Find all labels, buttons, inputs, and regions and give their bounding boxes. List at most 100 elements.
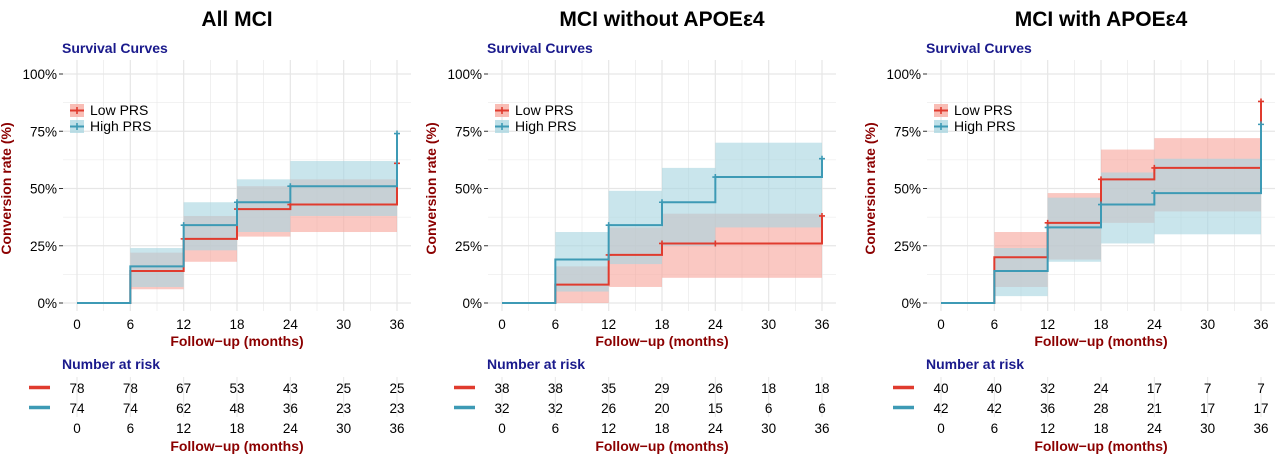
risk-count: 25: [389, 381, 404, 396]
x-tick-label: 36: [814, 317, 829, 332]
risk-count: 78: [123, 381, 138, 396]
y-tick-label: 75%: [455, 124, 482, 139]
x-tick-label: 18: [1093, 317, 1108, 332]
risk-x-tick-label: 36: [1253, 421, 1268, 436]
x-tick-label: 6: [552, 317, 560, 332]
risk-count: 25: [336, 381, 351, 396]
panel-title: MCI with APOEε4: [1015, 8, 1188, 31]
risk-x-tick-label: 30: [761, 421, 776, 436]
risk-x-tick-label: 0: [73, 421, 81, 436]
risk-count: 42: [933, 401, 948, 416]
risk-count: 28: [1093, 401, 1108, 416]
risk-count: 32: [1040, 381, 1055, 396]
confidence-band-segment: [994, 248, 1048, 297]
confidence-band-segment: [1101, 172, 1155, 244]
censor-mark: [659, 199, 665, 206]
risk-x-tick-label: 36: [814, 421, 829, 436]
confidence-band-segment: [1154, 158, 1261, 235]
risk-x-tick-label: 6: [552, 421, 560, 436]
censor-mark: [234, 199, 240, 206]
y-axis-label: Conversion rate (%): [862, 122, 878, 254]
risk-x-tick-label: 6: [991, 421, 999, 436]
legend-label: High PRS: [90, 118, 151, 134]
censor-mark: [1151, 190, 1158, 197]
risk-count: 53: [229, 381, 244, 396]
censor-mark: [1151, 164, 1158, 171]
risk-count: 62: [176, 401, 191, 416]
x-tick-label: 6: [127, 317, 135, 332]
risk-count: 67: [176, 381, 191, 396]
x-tick-label: 6: [991, 317, 999, 332]
risk-count: 35: [601, 381, 616, 396]
risk-count: 78: [69, 381, 84, 396]
panel-title: All MCI: [201, 8, 272, 31]
risk-count: 20: [654, 401, 669, 416]
y-tick-label: 50%: [455, 182, 482, 197]
censor-mark: [1258, 98, 1264, 105]
risk-x-tick-label: 12: [176, 421, 191, 436]
y-tick-label: 0%: [901, 296, 921, 311]
censor-mark: [819, 212, 825, 219]
y-tick-label: 25%: [894, 239, 921, 254]
chart-panel-2: MCI without APOEε4 Survival Curves 0% 25% 50…: [423, 8, 836, 454]
confidence-band-segment: [290, 161, 397, 216]
risk-count: 21: [1147, 401, 1162, 416]
risk-x-tick-label: 24: [1147, 421, 1163, 436]
x-tick-label: 30: [761, 317, 776, 332]
y-tick-label: 100%: [447, 67, 482, 82]
y-tick-label: 0%: [462, 296, 482, 311]
risk-table: Number at risk 40 40 32 24 17 7 7 42 42 36 28 21 17 17…: [893, 356, 1269, 454]
risk-count: 36: [283, 401, 298, 416]
risk-table-title: Number at risk: [62, 356, 160, 372]
risk-count: 26: [601, 401, 616, 416]
risk-count: 24: [1093, 381, 1109, 396]
risk-table: Number at risk 38 38 35 29 26 18 18 32 32 26 20 15 6 6…: [454, 356, 830, 454]
risk-x-tick-label: 18: [1093, 421, 1108, 436]
risk-x-tick-label: 12: [1040, 421, 1055, 436]
confidence-band-high-prs: [555, 142, 822, 292]
censor-mark: [287, 183, 294, 190]
x-tick-label: 24: [283, 317, 299, 332]
risk-count: 29: [654, 381, 669, 396]
survival-curves-subtitle: Survival Curves: [62, 40, 168, 56]
x-tick-label: 12: [601, 317, 616, 332]
risk-count: 15: [708, 401, 723, 416]
y-tick-label: 50%: [30, 182, 57, 197]
censor-mark: [712, 174, 719, 181]
legend-label: High PRS: [954, 118, 1015, 134]
risk-x-axis-label: Follow−up (months): [595, 438, 728, 454]
risk-table: Number at risk 78 78 67 53 43 25 25 74 74 62 48 36 23…: [29, 356, 405, 454]
risk-count: 6: [765, 401, 773, 416]
chart-panel-1: All MCI Survival Curves 0% 25% 50% 75% 100% 0 6 1…: [0, 8, 411, 454]
confidence-band-high-prs: [130, 161, 397, 287]
confidence-band-segment: [1047, 197, 1101, 262]
risk-count: 38: [548, 381, 563, 396]
risk-count: 23: [336, 401, 351, 416]
y-tick-label: 25%: [30, 239, 57, 254]
risk-x-tick-label: 18: [229, 421, 244, 436]
confidence-band-segment: [183, 202, 237, 251]
legend-label: Low PRS: [90, 102, 148, 118]
risk-x-tick-label: 30: [336, 421, 351, 436]
y-axis-label: Conversion rate (%): [0, 122, 14, 254]
x-axis-label: Follow−up (months): [595, 333, 728, 349]
confidence-band-segment: [715, 142, 822, 228]
risk-x-tick-label: 12: [601, 421, 616, 436]
risk-count: 32: [548, 401, 563, 416]
x-tick-label: 0: [73, 317, 81, 332]
y-tick-label: 75%: [30, 124, 57, 139]
legend-label: High PRS: [515, 118, 576, 134]
risk-count: 18: [814, 381, 829, 396]
risk-x-tick-label: 36: [389, 421, 404, 436]
risk-count: 36: [1040, 401, 1055, 416]
x-tick-label: 12: [1040, 317, 1055, 332]
censor-mark: [394, 130, 400, 137]
censor-mark: [659, 240, 665, 247]
risk-count: 23: [389, 401, 404, 416]
chart-panel-3: MCI with APOEε4 Survival Curves 0% 25% 50% 75…: [862, 8, 1275, 454]
risk-count: 7: [1204, 381, 1212, 396]
y-tick-label: 25%: [455, 239, 482, 254]
risk-count: 38: [494, 381, 509, 396]
x-tick-label: 0: [498, 317, 506, 332]
